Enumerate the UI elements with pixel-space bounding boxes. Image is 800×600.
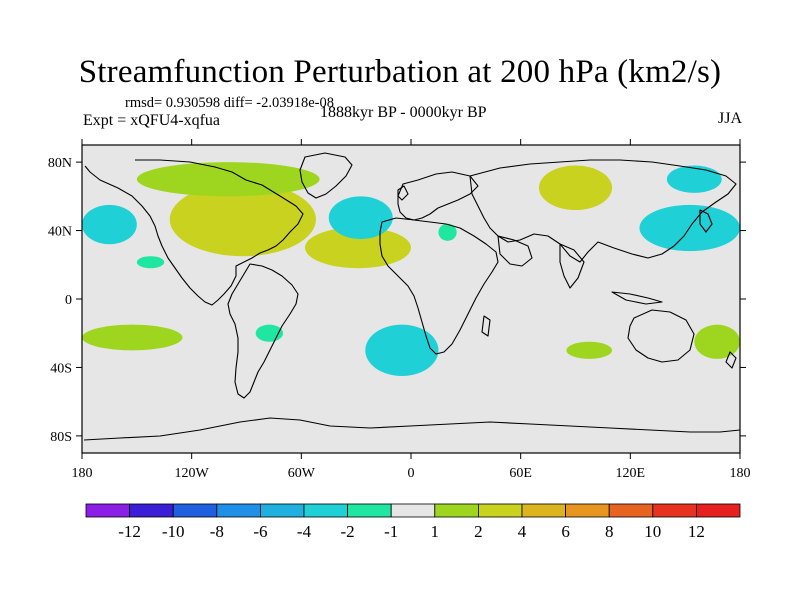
chart-title: Streamfunction Perturbation at 200 hPa (… xyxy=(78,54,722,90)
anomaly-region-9 xyxy=(438,223,457,241)
coastline-asia xyxy=(469,159,737,263)
anomaly-region-3 xyxy=(538,165,613,211)
coastline-layer xyxy=(83,152,740,441)
anomaly-region-2 xyxy=(304,227,411,269)
x-tick-label-0: 180 xyxy=(72,466,93,481)
experiment-label: Expt = xQFU4-xqfua xyxy=(83,112,221,129)
colorbar-label-7: 1 xyxy=(431,522,440,541)
x-tick-label-3: 0 xyxy=(408,466,415,481)
coastline-indonesia xyxy=(611,291,663,305)
colorbar-box-7 xyxy=(390,503,436,518)
anomaly-region-15 xyxy=(136,256,165,269)
anomaly-region-4 xyxy=(136,162,320,197)
colorbar-label-5: -2 xyxy=(341,522,355,541)
coastline-new-zealand xyxy=(725,351,737,369)
x-tick-label-4: 60E xyxy=(509,466,532,481)
colorbar-box-11 xyxy=(565,503,610,518)
colorbar-label-1: -10 xyxy=(162,522,185,541)
colorbar-box-12 xyxy=(608,503,654,518)
coastline-antarctica xyxy=(83,417,740,441)
anomaly-region-6 xyxy=(82,204,137,245)
coastline-south-america xyxy=(227,263,299,399)
y-tick-label-2: 0 xyxy=(65,293,72,308)
colorbar-label-4: -4 xyxy=(297,522,312,541)
axes-layer: 180 120W 60W 0 60E 120E 180 80N 40N 0 40S 80S xyxy=(48,139,751,481)
colorbar-box-2 xyxy=(172,503,218,518)
coastline-japan xyxy=(699,209,713,233)
season-label: JJA xyxy=(717,110,742,127)
colorbar-label-8: 2 xyxy=(474,522,483,541)
colorbar-box-14 xyxy=(696,503,741,518)
colorbar-box-3 xyxy=(216,503,261,518)
colorbar-box-9 xyxy=(477,503,523,518)
y-tick-label-4: 80S xyxy=(50,430,72,445)
y-tick-label-0: 80N xyxy=(48,156,72,171)
colorbar-box-4 xyxy=(259,503,305,518)
colorbar-box-10 xyxy=(521,503,566,518)
colorbar-box-8 xyxy=(434,503,479,518)
anomaly-region-10 xyxy=(365,324,439,377)
colorbar-box-1 xyxy=(129,503,174,518)
x-tick-label-5: 120E xyxy=(616,466,646,481)
colorbar: -12 -10 -8 -6 -4 -2 -1 1 2 4 6 8 10 12 xyxy=(85,503,741,541)
colorbar-box-6 xyxy=(347,503,392,518)
colorbar-label-11: 8 xyxy=(605,522,614,541)
x-tick-label-1: 120W xyxy=(175,466,210,481)
colorbar-box-0 xyxy=(85,503,130,518)
colorbar-label-3: -6 xyxy=(253,522,267,541)
coastline-arabia xyxy=(497,235,533,267)
colorbar-label-6: -1 xyxy=(384,522,398,541)
x-tick-label-2: 60W xyxy=(288,466,316,481)
coastline-madagascar xyxy=(481,315,491,337)
anomaly-region-13 xyxy=(694,324,740,359)
coastline-north-america xyxy=(84,159,304,306)
colorbar-label-13: 12 xyxy=(688,522,705,541)
colorbar-label-0: -12 xyxy=(118,522,141,541)
colorbar-box-5 xyxy=(303,503,348,518)
anomaly-region-5 xyxy=(328,196,393,240)
coastline-africa xyxy=(379,217,499,355)
anomaly-region-12 xyxy=(566,341,613,359)
coastline-greenland xyxy=(299,152,353,199)
y-tick-label-1: 40N xyxy=(48,225,72,240)
coastline-europe xyxy=(397,171,479,221)
colorbar-label-10: 6 xyxy=(561,522,570,541)
coastline-india xyxy=(559,243,585,289)
coastline-british-isles xyxy=(397,185,409,201)
anomaly-region-1 xyxy=(169,182,316,257)
colorbar-label-2: -8 xyxy=(210,522,224,541)
colorbar-label-12: 10 xyxy=(644,522,661,541)
anomaly-region-11 xyxy=(82,324,183,351)
x-tick-label-6: 180 xyxy=(730,466,751,481)
coastline-australia xyxy=(627,309,695,363)
colorbar-label-9: 4 xyxy=(518,522,527,541)
anomaly-region-8 xyxy=(666,165,722,193)
y-tick-label-3: 40S xyxy=(50,361,72,376)
period-label: 1888kyr BP - 0000kyr BP xyxy=(320,104,487,121)
stats-line: rmsd= 0.930598 diff= -2.03918e-08 xyxy=(125,95,334,111)
colorbar-box-13 xyxy=(652,503,697,518)
